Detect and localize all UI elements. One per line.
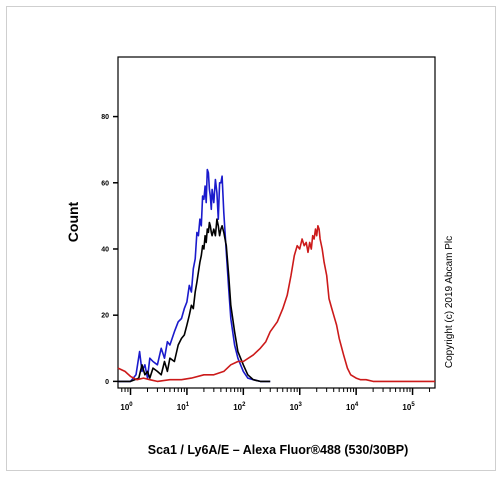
x-tick-label-0: 100 bbox=[120, 402, 133, 412]
x-tick-label-4: 104 bbox=[346, 402, 359, 412]
y-axis-title: Count bbox=[65, 201, 81, 242]
y-tick-label-2: 40 bbox=[101, 246, 109, 253]
y-tick-label-0: 0 bbox=[105, 379, 109, 386]
chart-frame bbox=[6, 6, 496, 471]
x-tick-label-2: 102 bbox=[233, 402, 246, 412]
y-tick-label-1: 20 bbox=[101, 313, 109, 320]
x-tick-label-1: 101 bbox=[177, 402, 190, 412]
x-tick-label-5: 105 bbox=[402, 402, 415, 412]
y-tick-label-3: 60 bbox=[101, 180, 109, 187]
copyright-annotation: Copyright (c) 2019 Abcam Plc bbox=[444, 236, 455, 368]
x-axis-title: Sca1 / Ly6A/E – Alexa Fluor®488 (530/30B… bbox=[148, 443, 409, 457]
series-line-2 bbox=[118, 218, 271, 383]
plot-frame bbox=[117, 56, 436, 389]
y-tick-label-4: 80 bbox=[101, 114, 109, 121]
series-line-3 bbox=[117, 225, 435, 383]
series-layer bbox=[117, 168, 435, 383]
y-axis: 0 20 40 60 80 bbox=[101, 114, 118, 386]
x-tick-label-3: 103 bbox=[290, 402, 303, 412]
series-line-1 bbox=[118, 168, 271, 383]
x-axis: 100 101 102 103 104 105 bbox=[120, 388, 431, 412]
